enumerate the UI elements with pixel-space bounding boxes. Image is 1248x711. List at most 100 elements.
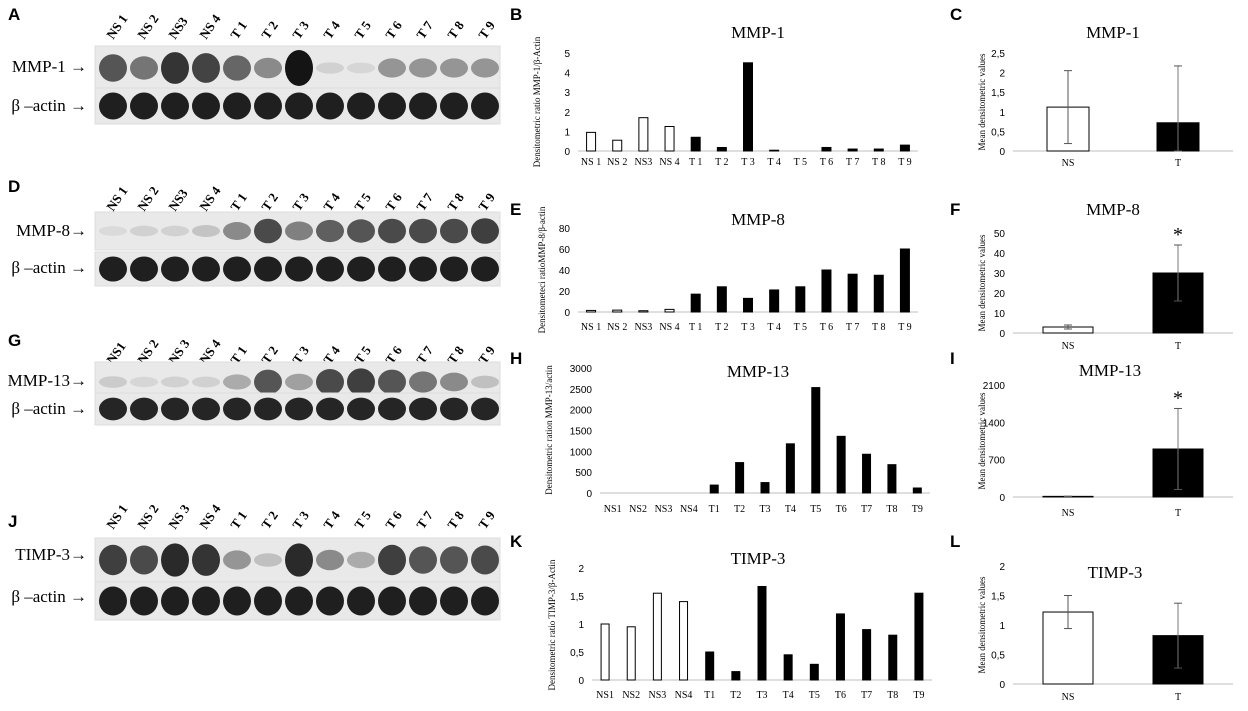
blot-band — [378, 397, 406, 421]
blot-band — [99, 226, 127, 236]
x-tick-label: NS — [1062, 158, 1075, 169]
blot-lane-label: T 8 — [444, 190, 467, 214]
bar — [887, 464, 897, 494]
y-tick-label: 0 — [999, 147, 1005, 158]
bar — [899, 248, 910, 313]
blot-band — [316, 586, 344, 616]
blot-band — [440, 586, 468, 616]
blot-band — [316, 219, 344, 243]
blot-band — [99, 54, 127, 82]
x-tick-label: NS3 — [634, 322, 652, 333]
bar — [735, 462, 745, 494]
x-tick-label: T 8 — [872, 322, 885, 333]
blot-label: MMP-8→ — [16, 221, 87, 240]
x-tick-label: T4 — [785, 504, 796, 515]
blot-lane-label: T 2 — [258, 508, 281, 532]
x-tick-label: T 2 — [715, 322, 728, 333]
x-tick-label: NS2 — [622, 690, 640, 701]
blot-band — [409, 218, 437, 244]
y-tick-label: 0 — [578, 676, 584, 687]
x-tick-label: NS1 — [596, 690, 614, 701]
x-tick-label: T1 — [709, 504, 720, 515]
y-tick-label: 40 — [994, 249, 1006, 260]
blot-band — [378, 369, 406, 395]
blot-band — [161, 92, 189, 120]
x-tick-label: NS — [1062, 508, 1075, 519]
blot-lane-label: NS 2 — [134, 184, 161, 214]
x-tick-label: NS — [1062, 692, 1075, 703]
chart-title: TIMP-3 — [731, 549, 786, 568]
blot-lane-label: T 6 — [382, 508, 405, 532]
y-tick-label: 1 — [578, 620, 584, 631]
blot-band — [99, 397, 127, 421]
x-tick-label: T8 — [887, 690, 898, 701]
blot-lane-label: T 4 — [320, 190, 343, 214]
blot-band — [440, 92, 468, 120]
blot-band — [378, 586, 406, 616]
blot-band — [192, 92, 220, 120]
x-tick-label: NS3 — [634, 157, 652, 168]
chart-3: MMP-8 Densitometeci ratioMMP-8/β-actin 0 20… — [537, 206, 918, 333]
blot-band — [254, 92, 282, 120]
chart-5: MMP-13 Densitometric ration MMP-13/actin 0… — [544, 362, 930, 515]
blot-band — [254, 369, 282, 395]
bar — [760, 482, 770, 494]
bar — [821, 146, 832, 152]
y-tick-label: 0 — [999, 493, 1005, 504]
blot-band — [409, 546, 437, 574]
blot-label: β –actin → — [11, 399, 87, 418]
x-tick-label: T 6 — [820, 322, 833, 333]
bar — [586, 309, 597, 313]
x-tick-label: T6 — [836, 504, 847, 515]
x-tick-label: T 4 — [767, 322, 780, 333]
significance-marker: * — [1173, 387, 1183, 409]
chart-title: MMP-1 — [1086, 23, 1140, 42]
panel-letter-c: C — [950, 5, 962, 24]
blot-band — [192, 586, 220, 616]
blot-band — [316, 256, 344, 282]
x-tick-label: NS3 — [648, 690, 666, 701]
panel-letter-d: D — [8, 177, 20, 196]
blot-lane-label: T 7 — [413, 190, 436, 214]
y-tick-label: 700 — [988, 456, 1005, 467]
blot-band — [161, 52, 189, 84]
blot-band — [285, 221, 313, 241]
blot-band — [192, 225, 220, 237]
blot-band — [99, 544, 127, 576]
y-tick-label: 0 — [999, 329, 1005, 340]
x-tick-label: T — [1175, 158, 1181, 169]
chart-2: MMP-1 Mean densitometric values 0 0,5 1 1,5 2 2… — [977, 23, 1233, 169]
x-tick-label: T7 — [861, 690, 872, 701]
bar — [769, 149, 780, 152]
bar — [785, 443, 795, 494]
blot-band — [409, 586, 437, 616]
x-tick-label: NS 1 — [581, 157, 601, 168]
blot-band — [285, 397, 313, 421]
x-tick-label: T — [1175, 508, 1181, 519]
blot-lane-label: NS3 — [165, 14, 191, 42]
chart-title: MMP-13 — [727, 362, 789, 381]
x-tick-label: T — [1175, 692, 1181, 703]
blot-band — [471, 586, 499, 616]
blot-band — [161, 586, 189, 616]
bar — [862, 453, 872, 494]
bar — [847, 148, 858, 152]
blot-band — [223, 222, 251, 240]
x-tick-label: T 7 — [846, 322, 859, 333]
y-tick-label: 0 — [586, 489, 592, 500]
y-tick-label: 2 — [999, 69, 1005, 80]
panel-letter-j: J — [8, 512, 17, 531]
panel-letter-e: E — [510, 200, 521, 219]
blot-lane-label: T 5 — [351, 508, 374, 532]
bar — [679, 601, 689, 681]
x-tick-label: T5 — [810, 504, 821, 515]
bar — [612, 309, 623, 313]
y-tick-label: 2 — [578, 564, 584, 575]
x-tick-label: T5 — [809, 690, 820, 701]
blot-band — [409, 58, 437, 78]
chart-8: TIMP-3 Mean densitometric values 0 0,5 1 1,5 2… — [977, 562, 1233, 703]
bar — [757, 585, 767, 681]
chart-1: MMP-1 Densitometric ratio MMP-1/β-Actin 0 1… — [532, 23, 918, 168]
blot-lane-label: T 4 — [320, 18, 343, 42]
blot-band — [192, 544, 220, 576]
